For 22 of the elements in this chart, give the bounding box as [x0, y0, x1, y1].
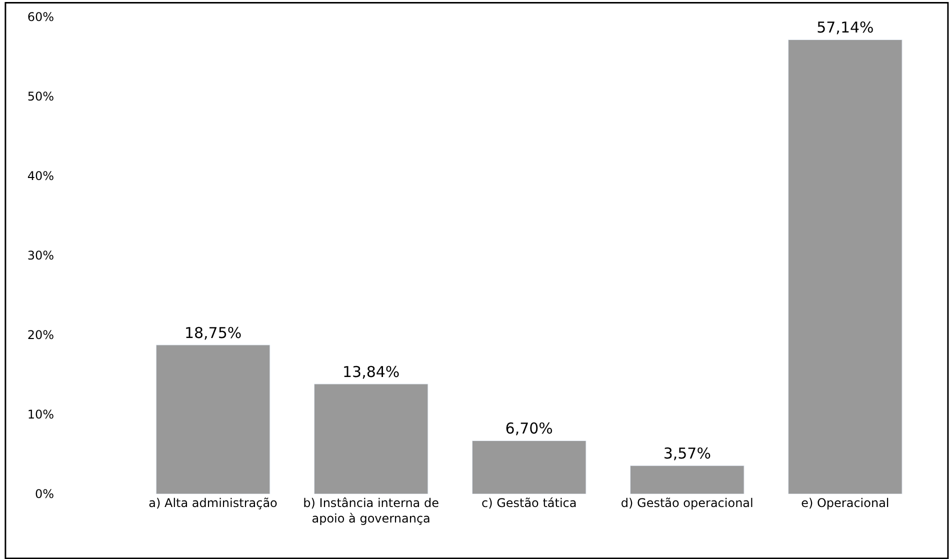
bar — [156, 344, 270, 494]
bar — [788, 39, 902, 494]
x-tick-label: e) Operacional — [801, 496, 890, 510]
y-tick-label: 0% — [34, 487, 54, 502]
y-tick-label: 30% — [27, 248, 54, 263]
y-tick-label: 40% — [27, 169, 54, 184]
bar — [472, 440, 586, 494]
data-label: 3,57% — [663, 444, 711, 463]
y-tick-label: 60% — [27, 10, 54, 24]
data-label: 57,14% — [816, 18, 874, 37]
bar — [630, 465, 744, 494]
bar — [314, 384, 428, 494]
y-tick-label: 10% — [27, 408, 54, 422]
data-label: 18,75% — [184, 324, 242, 342]
y-tick-label: 20% — [27, 328, 54, 342]
x-tick-label: a) Alta administração — [148, 496, 278, 510]
x-tick-label: c) Gestão tática — [481, 496, 577, 510]
x-tick-label: b) Instância interna de apoio à governança — [303, 496, 439, 526]
y-tick-label: 50% — [27, 90, 54, 104]
x-tick-label: d) Gestão operacional — [620, 496, 754, 510]
data-label: 13,84% — [342, 362, 400, 381]
data-label: 6,70% — [505, 420, 553, 438]
